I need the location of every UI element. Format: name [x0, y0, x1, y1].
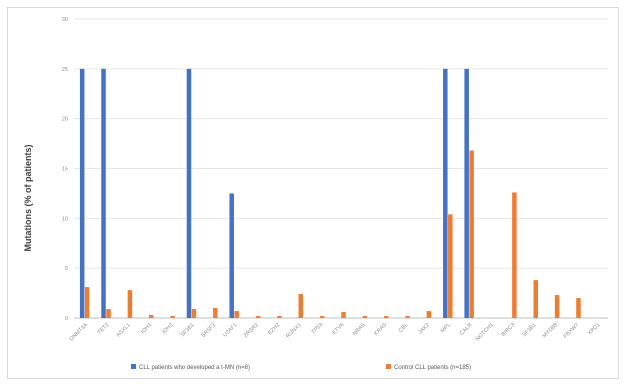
bar-control-u2af1: [234, 311, 239, 318]
legend: CLL patients who developed a t-MN (n=8) C…: [131, 364, 471, 371]
bar-tmn-dnmt3a: [79, 68, 85, 318]
bar-control-fbxw7: [576, 298, 581, 318]
bar-control-sf3b1: [533, 280, 538, 318]
bar-control-tet2: [106, 309, 111, 318]
y-tick-label: 0: [65, 316, 68, 322]
bar-control-ezh2: [277, 316, 282, 318]
x-tick-label: IDH1: [140, 322, 153, 335]
category-label-layer: DNMT3A TET2 ASXL1 IDH1 IDH2 SF3B1 SRSF2 U2AF1 ZR…: [69, 322, 602, 342]
bar-control-srsf2: [213, 308, 218, 318]
bar-control-nras: [362, 316, 368, 318]
x-tick-label: TP53: [311, 322, 325, 336]
x-tick-label: SRSF2: [200, 322, 217, 339]
bar-control-cbl: [405, 316, 410, 318]
bar-control-asxl1: [127, 290, 133, 318]
y-tick-label: 30: [62, 17, 68, 23]
x-tick-label: JAK2: [417, 322, 431, 336]
x-tick-label: ZRSR2: [243, 322, 260, 339]
bar-control-zrsr2: [255, 316, 261, 318]
x-tick-label: RUNX1: [285, 322, 302, 339]
y-tick-label: 5: [65, 266, 68, 272]
bar-control-tp53: [319, 316, 325, 318]
x-tick-label: FBXW7: [563, 322, 581, 340]
bar-control-etv6: [341, 312, 346, 318]
bar-tmn-calr: [464, 68, 469, 318]
x-tick-label: SF3B1: [180, 322, 196, 338]
bar-tmn-u2af1: [229, 193, 234, 318]
x-tick-label: NOTCH1: [475, 322, 495, 342]
bar-control-myd88: [554, 295, 560, 318]
x-tick-label: ASXL1: [115, 322, 131, 338]
y-axis-label: Mutations (% of patients): [23, 145, 33, 252]
x-tick-label: ETV6: [331, 322, 345, 336]
x-tick-label: MPL: [440, 322, 452, 334]
grid-layer: [74, 18, 608, 319]
bar-layer: [79, 68, 581, 318]
x-tick-label: DNMT3A: [69, 322, 89, 342]
bar-tmn-sf3b1: [186, 68, 192, 318]
x-tick-label: CBL: [398, 322, 410, 334]
x-tick-label: IDH2: [161, 322, 174, 335]
bar-control-dnmt3a: [84, 287, 90, 318]
bar-tmn-tet2: [101, 68, 106, 318]
y-tick-label: 15: [62, 167, 68, 173]
x-tick-label: BIRC3: [501, 322, 517, 338]
bar-control-birc3: [512, 192, 517, 318]
bar-control-sf3b1: [191, 309, 197, 318]
x-tick-label: MYD88: [542, 322, 559, 339]
bar-tmn-mpl: [443, 68, 448, 318]
bar-control-idh1: [149, 315, 154, 318]
x-tick-label: EZH2: [267, 322, 281, 336]
bar-control-jak2: [426, 311, 432, 318]
legend-entry: CLL patients who developed a t-MN (n=8): [139, 365, 250, 371]
tick-layer: 0 5 10 15 20 25 30: [62, 17, 68, 322]
legend-entry: Control CLL patients (n=185): [394, 365, 471, 371]
x-tick-label: XPO1: [587, 322, 602, 337]
x-tick-label: CALR: [459, 322, 474, 337]
legend-swatch: [131, 364, 136, 369]
bar-control-idh2: [170, 316, 175, 318]
y-tick-label: 20: [62, 117, 68, 123]
bar-control-mpl: [448, 214, 453, 318]
bar-control-kras: [383, 316, 389, 318]
bar-control-calr: [469, 150, 474, 318]
bar-control-runx1: [298, 294, 304, 318]
bar-chart: 0 5 10 15 20 25 30 DNMT3A TET2 ASXL1 IDH1 IDH2 SF3B…: [23, 17, 608, 371]
y-tick-label: 10: [62, 216, 68, 222]
x-tick-label: KRAS: [373, 322, 388, 337]
y-tick-label: 25: [62, 67, 68, 73]
x-tick-label: TET2: [97, 322, 111, 336]
chart-frame: 0 5 10 15 20 25 30 DNMT3A TET2 ASXL1 IDH1 IDH2 SF3B…: [7, 7, 619, 379]
legend-swatch: [386, 364, 391, 369]
x-tick-label: U2AF1: [222, 322, 238, 338]
x-tick-label: SF3B1: [522, 322, 538, 338]
x-tick-label: NRAS: [352, 322, 367, 337]
